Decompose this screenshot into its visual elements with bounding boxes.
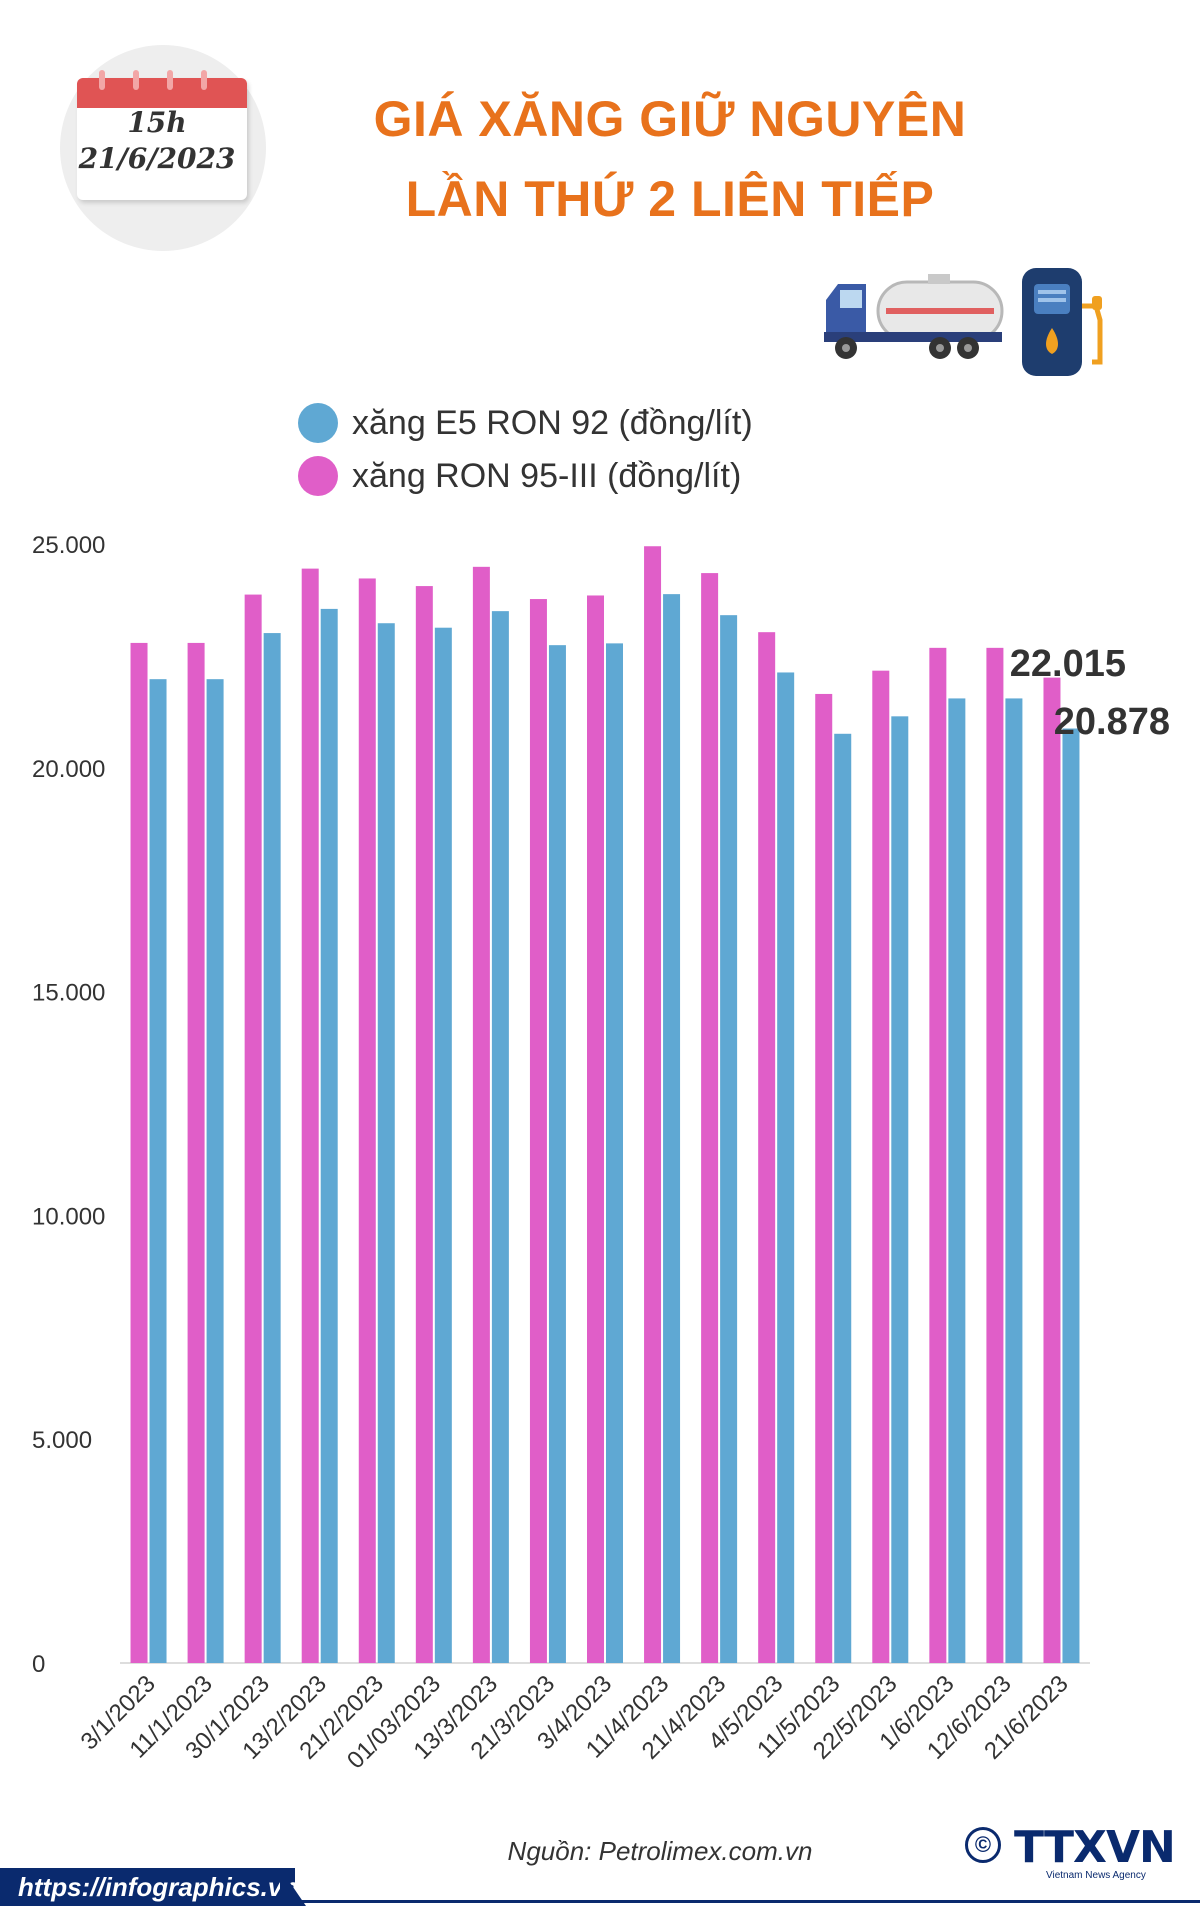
bar-ron95 bbox=[358, 578, 376, 1663]
bar-e5 bbox=[548, 645, 566, 1663]
copyright-icon: © bbox=[965, 1827, 1001, 1863]
bar-e5 bbox=[834, 733, 852, 1663]
bar-ron95 bbox=[1043, 677, 1061, 1663]
bar-e5 bbox=[720, 615, 738, 1663]
footer-rule bbox=[295, 1900, 1200, 1903]
fuel-truck-icon bbox=[824, 274, 1004, 359]
bar-e5 bbox=[491, 611, 509, 1663]
calendar-ring bbox=[99, 70, 105, 90]
bar-e5 bbox=[663, 594, 681, 1663]
legend-label-e5: xăng E5 RON 92 (đồng/lít) bbox=[352, 403, 753, 442]
source-text: Nguồn: Petrolimex.com.vn bbox=[507, 1836, 813, 1866]
bar-e5 bbox=[434, 627, 452, 1663]
data-label-ron95-latest: 22.015 bbox=[1010, 643, 1126, 685]
legend-item-ron95: xăng RON 95-III (đồng/lít) bbox=[298, 453, 741, 499]
brand-subtitle: Vietnam News Agency bbox=[1046, 1870, 1146, 1881]
y-tick-label: 25.000 bbox=[32, 532, 105, 559]
bar-e5 bbox=[206, 679, 224, 1663]
bar-e5 bbox=[891, 716, 909, 1663]
calendar-date: 21/6/2023 bbox=[78, 142, 236, 175]
bar-e5 bbox=[606, 643, 623, 1663]
page-title-line-1: GIÁ XĂNG GIỮ NGUYÊN bbox=[373, 91, 967, 147]
y-tick-label: 15.000 bbox=[32, 980, 105, 1007]
bar-ron95 bbox=[644, 546, 662, 1663]
bar-ron95 bbox=[130, 642, 148, 1663]
legend-label-ron95: xăng RON 95-III (đồng/lít) bbox=[352, 456, 742, 495]
bar-e5 bbox=[948, 698, 966, 1663]
y-tick-label: 10.000 bbox=[32, 1203, 105, 1230]
legend-swatch-e5 bbox=[298, 403, 338, 443]
bar-ron95 bbox=[587, 595, 604, 1663]
y-tick-label: 0 bbox=[32, 1651, 45, 1678]
bar-e5 bbox=[777, 672, 795, 1663]
url-bar-edge bbox=[280, 1868, 306, 1906]
bar-ron95 bbox=[758, 632, 776, 1663]
bar-e5 bbox=[1062, 728, 1080, 1663]
calendar-ring bbox=[167, 70, 173, 90]
bar-ron95 bbox=[872, 670, 890, 1663]
fuel-pump-icon bbox=[1022, 268, 1103, 376]
url-bar[interactable]: https://infographics.vn bbox=[0, 1868, 299, 1906]
calendar-ring bbox=[201, 70, 207, 90]
y-tick-label: 20.000 bbox=[32, 756, 105, 783]
bar-e5 bbox=[320, 608, 338, 1663]
calendar-header bbox=[77, 70, 247, 108]
bar-e5 bbox=[1005, 698, 1023, 1663]
bar-chart: 05.00010.00015.00020.00025.0003/1/202311… bbox=[32, 532, 1170, 1774]
data-label-e5-latest: 20.878 bbox=[1054, 701, 1170, 743]
calendar-icon: 15h 21/6/2023 bbox=[77, 70, 247, 200]
bar-ron95 bbox=[701, 573, 719, 1663]
bar-ron95 bbox=[472, 566, 490, 1663]
bar-e5 bbox=[149, 679, 167, 1663]
bar-ron95 bbox=[301, 568, 319, 1664]
page-title-line-2: LẦN THỨ 2 LIÊN TIẾP bbox=[405, 171, 935, 227]
bar-ron95 bbox=[929, 647, 947, 1663]
bar-e5 bbox=[377, 623, 395, 1663]
bar-ron95 bbox=[986, 647, 1004, 1663]
calendar-time: 15h bbox=[127, 106, 187, 139]
bar-ron95 bbox=[244, 594, 262, 1663]
url-link[interactable]: https://infographics.vn bbox=[18, 1872, 299, 1902]
bar-ron95 bbox=[187, 642, 205, 1663]
calendar-ring bbox=[133, 70, 139, 90]
bar-ron95 bbox=[415, 586, 433, 1663]
brand-logo: TTXVN bbox=[1014, 1822, 1176, 1873]
legend-item-e5: xăng E5 RON 92 (đồng/lít) bbox=[298, 400, 753, 446]
bar-ron95 bbox=[815, 693, 833, 1663]
bar-ron95 bbox=[529, 599, 547, 1663]
legend-swatch-ron95 bbox=[298, 456, 338, 496]
y-tick-label: 5.000 bbox=[32, 1427, 92, 1454]
bar-e5 bbox=[263, 633, 281, 1663]
